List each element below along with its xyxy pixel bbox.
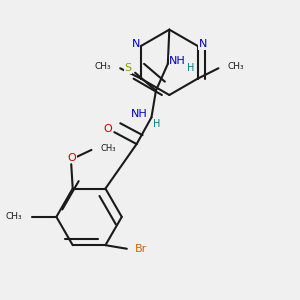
Text: N: N bbox=[199, 40, 207, 50]
Text: CH₃: CH₃ bbox=[228, 62, 244, 71]
Text: S: S bbox=[124, 63, 131, 73]
Text: CH₃: CH₃ bbox=[6, 212, 22, 221]
Text: NH: NH bbox=[131, 109, 148, 119]
Text: CH₃: CH₃ bbox=[94, 62, 111, 71]
Text: H: H bbox=[187, 63, 194, 73]
Text: CH₃: CH₃ bbox=[101, 144, 116, 153]
Text: NH: NH bbox=[169, 56, 186, 66]
Text: N: N bbox=[131, 40, 140, 50]
Text: O: O bbox=[68, 153, 76, 163]
Text: Br: Br bbox=[135, 244, 147, 254]
Text: O: O bbox=[103, 124, 112, 134]
Text: H: H bbox=[153, 119, 160, 129]
